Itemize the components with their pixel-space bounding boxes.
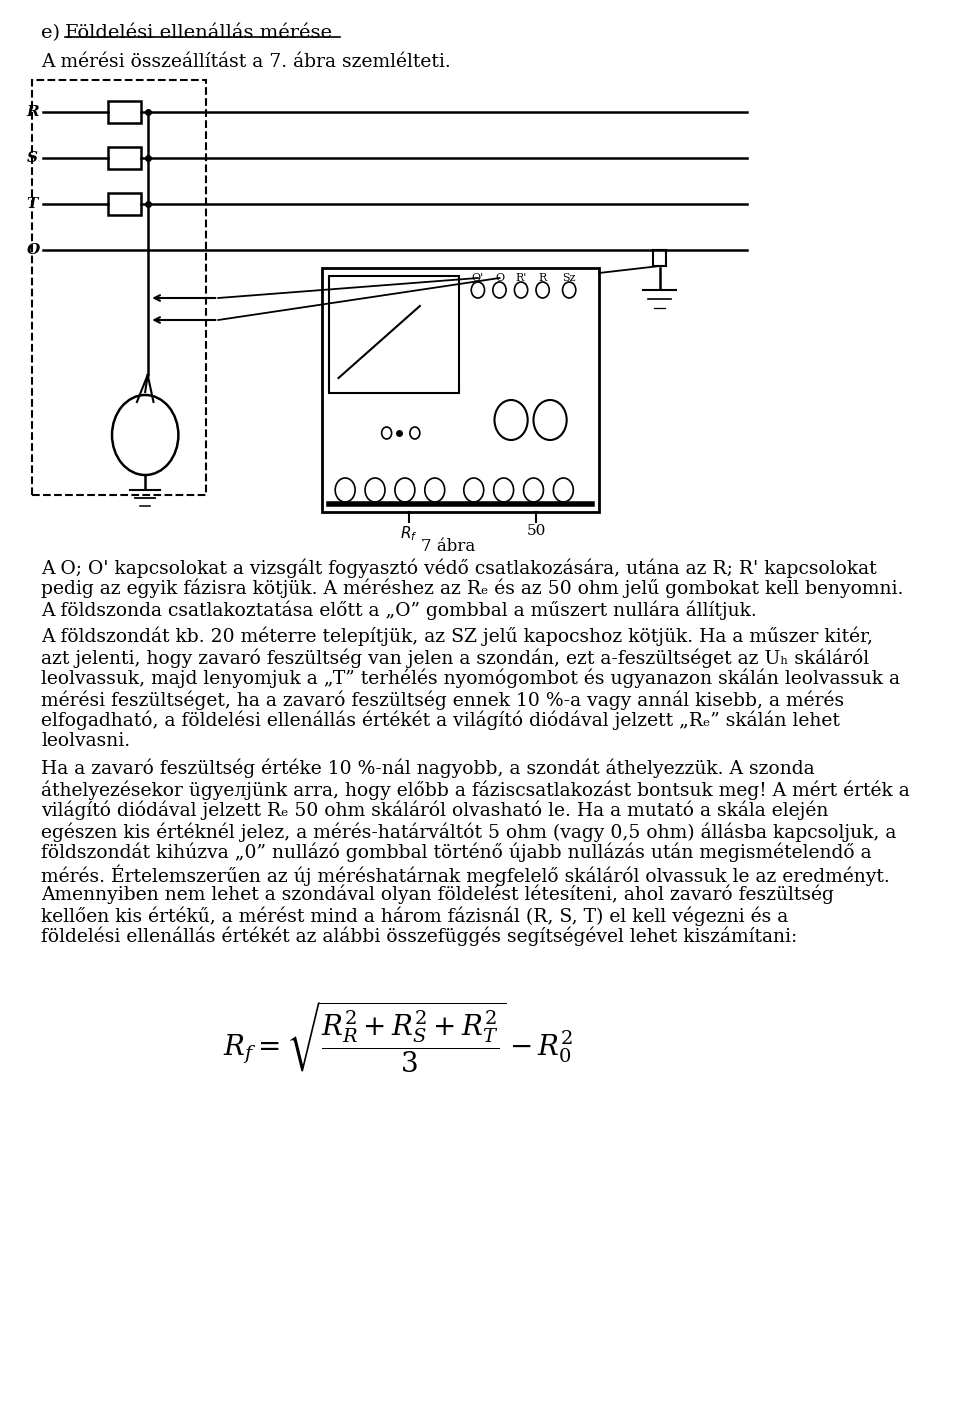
Text: pedig az egyik fázisra kötjük. A méréshez az Rₑ és az 50 ohm jelű gombokat kell : pedig az egyik fázisra kötjük. A méréshe… xyxy=(41,579,904,598)
Text: $R_f$: $R_f$ xyxy=(400,524,418,542)
Text: Sz: Sz xyxy=(563,273,576,283)
Text: e): e) xyxy=(41,24,73,43)
Text: mérési feszültséget, ha a zavaró feszültség ennek 10 %-a vagy annál kisebb, a mé: mérési feszültséget, ha a zavaró feszült… xyxy=(41,690,845,710)
Text: 7 ábra: 7 ábra xyxy=(420,538,475,555)
Bar xyxy=(32,80,205,496)
Circle shape xyxy=(464,479,484,503)
Circle shape xyxy=(563,283,576,298)
Circle shape xyxy=(471,283,485,298)
Text: mérés. Értelemszerűen az új méréshatárnak megfelelő skáláról olvassuk le az ered: mérés. Értelemszerűen az új méréshatárna… xyxy=(41,863,890,886)
Text: Földelési ellenállás mérése: Földelési ellenállás mérése xyxy=(64,24,332,43)
Circle shape xyxy=(534,400,566,440)
Bar xyxy=(108,148,141,169)
Text: A mérési összeállítást a 7. ábra szemlélteti.: A mérési összeállítást a 7. ábra szemlél… xyxy=(41,53,451,71)
Text: A földszondát kb. 20 méterre telepítjük, az SZ jelű kapocshoz kötjük. Ha a műsze: A földszondát kb. 20 méterre telepítjük,… xyxy=(41,628,874,646)
Text: O: O xyxy=(495,273,504,283)
Text: kellően kis értékű, a mérést mind a három fázisnál (R, S, T) el kell végezni és : kellően kis értékű, a mérést mind a háro… xyxy=(41,906,789,926)
Text: A O; O' kapcsolokat a vizsgált fogyasztó védő csatlakozására, utána az R; R' kap: A O; O' kapcsolokat a vizsgált fogyasztó… xyxy=(41,558,877,578)
Circle shape xyxy=(493,479,514,503)
Text: Ha a zavaró feszültség értéke 10 %-nál nagyobb, a szondát áthelyezzük. A szonda: Ha a zavaró feszültség értéke 10 %-nál n… xyxy=(41,760,815,778)
Bar xyxy=(328,275,459,393)
Text: O: O xyxy=(27,243,39,257)
Circle shape xyxy=(365,479,385,503)
Circle shape xyxy=(112,395,179,476)
Text: T: T xyxy=(27,197,38,212)
Bar xyxy=(108,101,141,124)
Text: 50: 50 xyxy=(526,524,545,538)
Text: A földszonda csatlakoztatása előtt a „O” gombbal a műszert nullára állítjuk.: A földszonda csatlakoztatása előtt a „O”… xyxy=(41,601,757,619)
Circle shape xyxy=(553,479,573,503)
Circle shape xyxy=(494,400,528,440)
Text: R: R xyxy=(539,273,547,283)
Bar xyxy=(322,268,599,513)
Text: földelési ellenállás értékét az alábbi összefüggés segítségével lehet kiszámítan: földelési ellenállás értékét az alábbi ö… xyxy=(41,927,798,947)
Circle shape xyxy=(492,283,506,298)
Text: földszondát kihúzva „0” nullázó gombbal történő újabb nullázás után megismételen: földszondát kihúzva „0” nullázó gombbal … xyxy=(41,843,872,862)
Text: leolvasni.: leolvasni. xyxy=(41,731,131,750)
Circle shape xyxy=(536,283,549,298)
Text: Amennyiben nem lehet a szondával olyan földelést létesíteni, ahol zavaró feszült: Amennyiben nem lehet a szondával olyan f… xyxy=(41,885,834,905)
Text: egészen kis értéknél jelez, a mérés-határváltót 5 ohm (vagy 0,5 ohm) állásba kap: egészen kis értéknél jelez, a mérés-hatá… xyxy=(41,822,897,842)
Text: R: R xyxy=(27,105,39,119)
Text: R': R' xyxy=(516,273,527,283)
Text: O': O' xyxy=(471,273,484,283)
Text: áthelyezésekor ügyелjünk arra, hogy előbb a fáziscsatlakozást bontsuk meg! A mér: áthelyezésekor ügyелjünk arra, hogy előb… xyxy=(41,780,910,799)
Text: $R_f = \sqrt{\dfrac{R_R^2 + R_S^2 + R_T^2}{3}} - R_0^2$: $R_f = \sqrt{\dfrac{R_R^2 + R_S^2 + R_T^… xyxy=(223,1000,573,1074)
Circle shape xyxy=(382,427,392,439)
Text: leolvassuk, majd lenyomjuk a „T” terhélés nyomógombot és ugyanazon skálán leolva: leolvassuk, majd lenyomjuk a „T” terhélé… xyxy=(41,669,900,689)
Bar xyxy=(108,193,141,214)
Circle shape xyxy=(424,479,444,503)
Text: elfogadható, a földelési ellenállás értékét a világító diódával jelzett „Rₑ” ská: elfogadható, a földelési ellenállás érté… xyxy=(41,711,840,730)
Circle shape xyxy=(523,479,543,503)
Circle shape xyxy=(515,283,528,298)
Circle shape xyxy=(395,479,415,503)
Text: S: S xyxy=(27,151,37,165)
Text: világító diódával jelzett Rₑ 50 ohm skáláról olvasható le. Ha a mutató a skála e: világító diódával jelzett Rₑ 50 ohm skál… xyxy=(41,801,828,821)
Text: azt jelenti, hogy zavaró feszültség van jelen a szondán, ezt a-feszültséget az U: azt jelenti, hogy zavaró feszültség van … xyxy=(41,648,870,667)
Circle shape xyxy=(410,427,420,439)
Circle shape xyxy=(335,479,355,503)
